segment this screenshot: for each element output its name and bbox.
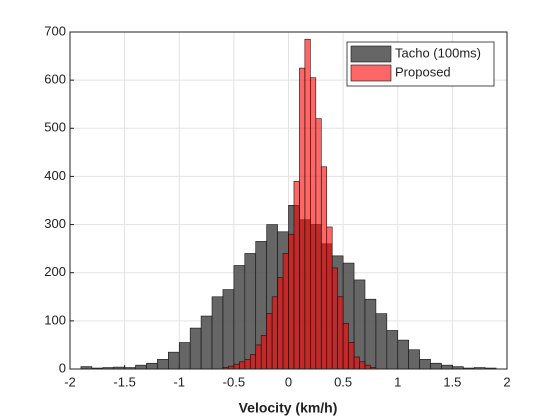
histogram-bar xyxy=(157,359,169,370)
histogram-bar xyxy=(353,356,360,370)
histogram-bar xyxy=(178,342,191,370)
histogram-bar xyxy=(408,349,420,370)
histogram-bar xyxy=(293,180,300,370)
histogram-bar xyxy=(239,361,246,370)
y-tick-label: 600 xyxy=(44,72,66,87)
histogram-bar xyxy=(271,296,278,370)
histogram-bar xyxy=(320,166,328,370)
legend-swatch xyxy=(350,45,392,63)
histogram-bar xyxy=(233,363,240,370)
histogram-bar xyxy=(326,226,333,370)
x-tick-label: -2 xyxy=(64,374,76,389)
x-tick-label: 0.5 xyxy=(334,374,352,389)
x-tick-label: -1.5 xyxy=(113,374,135,389)
histogram-bar xyxy=(168,351,180,370)
histogram-bar xyxy=(441,364,453,370)
histogram-bar xyxy=(419,359,431,370)
histogram-bar xyxy=(255,344,262,370)
histogram-bar xyxy=(359,361,366,370)
histogram-bar xyxy=(397,339,409,370)
histogram-bar xyxy=(310,77,317,370)
histogram-bar xyxy=(211,296,224,370)
histogram-bar xyxy=(430,362,442,370)
histogram-bar xyxy=(260,334,267,370)
histogram-bar xyxy=(249,354,257,370)
y-tick-label: 400 xyxy=(44,168,66,183)
histogram-bar xyxy=(135,364,147,370)
histogram-bar xyxy=(348,342,355,370)
histogram-bar xyxy=(222,289,235,370)
histogram-bar xyxy=(364,364,371,370)
histogram-bar xyxy=(266,313,273,370)
histogram-bar xyxy=(189,327,202,370)
histogram-bar xyxy=(277,277,284,370)
y-tick-label: 100 xyxy=(44,312,66,327)
legend-label: Tacho (100ms) xyxy=(395,45,481,60)
y-tick-label: 700 xyxy=(44,23,66,38)
histogram-bar xyxy=(315,118,322,370)
y-tick-label: 0 xyxy=(59,360,66,375)
histogram-bar xyxy=(200,315,213,370)
x-tick-label: 0 xyxy=(285,374,292,389)
histogram-bar xyxy=(353,279,366,370)
x-tick-label: 2 xyxy=(503,374,510,389)
x-tick-label: 1 xyxy=(394,374,401,389)
x-tick-label: -0.5 xyxy=(223,374,245,389)
y-tick-label: 200 xyxy=(44,264,66,279)
histogram-bar xyxy=(375,313,388,370)
legend-label: Proposed xyxy=(395,64,451,79)
histogram-bar xyxy=(364,298,377,370)
axes-box xyxy=(69,31,508,370)
x-axis-label: Velocity (km/h) xyxy=(239,400,338,416)
histogram-bar xyxy=(331,267,338,370)
histogram-bar xyxy=(233,265,246,370)
histogram-bar xyxy=(146,362,158,370)
histogram-bar xyxy=(386,330,399,370)
legend-swatch xyxy=(350,64,392,82)
histogram-bar xyxy=(288,233,295,370)
y-tick-label: 500 xyxy=(44,120,66,135)
x-tick-label: -1 xyxy=(173,374,185,389)
histogram-bar xyxy=(304,38,311,370)
histogram-bar xyxy=(342,322,349,370)
histogram-bar xyxy=(282,253,289,370)
histogram-bar xyxy=(299,67,306,370)
histogram-bar xyxy=(244,253,257,370)
x-tick-label: 1.5 xyxy=(443,374,461,389)
histogram-bar xyxy=(337,296,344,370)
histogram-bar xyxy=(244,359,251,370)
y-tick-label: 300 xyxy=(44,216,66,231)
